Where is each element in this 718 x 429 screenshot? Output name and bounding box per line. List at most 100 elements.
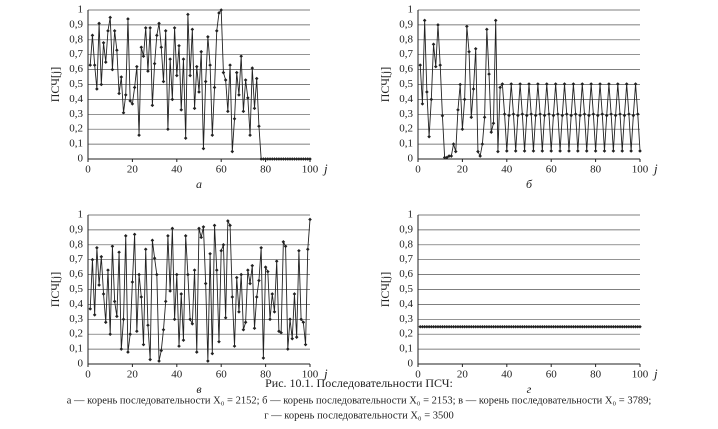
- point: [616, 82, 620, 86]
- point: [141, 342, 146, 347]
- point: [206, 359, 210, 363]
- point: [197, 90, 201, 94]
- point: [613, 324, 618, 329]
- y-tick-label: 0,9: [399, 223, 413, 235]
- point: [252, 326, 257, 331]
- point: [305, 157, 310, 161]
- point: [248, 133, 252, 137]
- point: [560, 324, 565, 329]
- y-tick-label: 0: [408, 358, 414, 370]
- point: [175, 272, 179, 277]
- point: [126, 17, 130, 21]
- point: [146, 323, 150, 328]
- x-axis-label: j: [652, 366, 658, 381]
- point: [92, 313, 97, 317]
- point: [478, 324, 482, 329]
- point: [190, 27, 195, 32]
- series-line: [419, 20, 641, 158]
- point: [305, 247, 310, 252]
- point: [618, 112, 622, 116]
- point: [629, 324, 633, 329]
- point: [522, 149, 527, 153]
- point: [212, 223, 217, 228]
- point: [556, 112, 560, 116]
- point: [214, 29, 219, 33]
- point: [115, 48, 119, 53]
- point: [99, 254, 104, 259]
- point: [263, 157, 268, 161]
- point: [600, 324, 605, 329]
- point: [425, 324, 429, 329]
- point: [301, 157, 306, 161]
- point: [221, 243, 226, 247]
- point: [210, 133, 215, 137]
- point: [155, 33, 159, 38]
- point: [578, 324, 582, 329]
- point: [92, 63, 97, 67]
- point: [451, 142, 456, 146]
- x-tick-label: 80: [260, 369, 272, 381]
- point: [210, 351, 215, 356]
- y-tick-label: 0,6: [399, 268, 413, 280]
- point: [90, 33, 95, 38]
- point: [489, 324, 494, 329]
- point: [297, 157, 301, 161]
- point: [436, 23, 440, 27]
- panel-label: а: [196, 177, 202, 191]
- point: [274, 157, 279, 161]
- point: [438, 63, 442, 67]
- y-tick-label: 0,6: [69, 268, 83, 280]
- point: [516, 324, 520, 329]
- point: [161, 79, 166, 84]
- y-tick-label: 0,3: [69, 313, 83, 325]
- point: [226, 219, 230, 223]
- point: [624, 324, 629, 329]
- caption-line: а — корень последовательности X₀ = 2152;…: [67, 395, 652, 406]
- point: [250, 263, 255, 268]
- y-tick-label: 0,8: [399, 238, 413, 250]
- y-tick-label: 0,4: [69, 93, 83, 105]
- point: [620, 149, 625, 153]
- point: [531, 324, 536, 329]
- point: [217, 11, 221, 15]
- point: [119, 75, 124, 79]
- point: [181, 57, 186, 61]
- point: [549, 324, 553, 329]
- point: [518, 324, 522, 329]
- point: [449, 154, 454, 158]
- point: [254, 295, 259, 299]
- point: [159, 45, 164, 50]
- point: [567, 149, 571, 153]
- point: [148, 26, 152, 30]
- point: [159, 348, 164, 353]
- point: [493, 18, 498, 23]
- point: [163, 29, 168, 33]
- point: [150, 238, 155, 243]
- point: [587, 324, 591, 329]
- point: [505, 324, 509, 329]
- point: [241, 327, 246, 332]
- point: [279, 330, 283, 335]
- point: [219, 8, 223, 12]
- point: [473, 46, 478, 51]
- point: [155, 272, 159, 277]
- y-tick-label: 0: [408, 153, 414, 165]
- point: [297, 248, 301, 253]
- point: [422, 324, 427, 329]
- point: [88, 307, 93, 311]
- x-tick-label: 20: [457, 369, 469, 381]
- point: [604, 324, 609, 329]
- point: [283, 157, 288, 161]
- point: [447, 154, 451, 158]
- point: [471, 324, 476, 329]
- point: [135, 329, 139, 334]
- point: [638, 149, 642, 153]
- point: [132, 85, 137, 90]
- x-tick-label: 80: [590, 164, 602, 176]
- point: [292, 157, 297, 161]
- x-tick-label: 100: [302, 369, 319, 381]
- point: [584, 149, 589, 153]
- x-tick-label: 40: [171, 369, 183, 381]
- x-tick-label: 60: [216, 164, 228, 176]
- y-tick-label: 0,3: [399, 313, 413, 325]
